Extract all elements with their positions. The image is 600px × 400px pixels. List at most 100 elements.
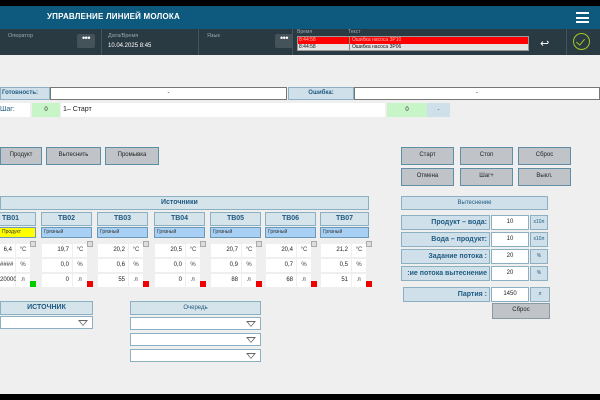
tank-status: Грязный: [210, 227, 261, 238]
sources-title-text: Источники: [161, 199, 198, 206]
chevron-down-icon: [246, 337, 256, 343]
tank-status: Грязный: [154, 227, 205, 238]
tank-vol: 68: [266, 274, 296, 287]
tank-indicator: [311, 281, 317, 287]
displace-mode-button[interactable]: Вытеснить: [46, 147, 101, 165]
displacement-title: Вытеснение: [401, 196, 548, 210]
operator-more-button[interactable]: •••: [77, 34, 95, 48]
alarm-text: Ошибка насоса 3Р10: [352, 37, 402, 43]
title-bar: УПРАВЛЕНИЕ ЛИНИЕЙ МОЛОКА: [0, 6, 600, 29]
datetime-label: Дата/Время: [108, 33, 139, 39]
tank-status: Грязный: [97, 227, 148, 238]
tank-name: ТВ06: [265, 212, 316, 226]
source-dropdown[interactable]: [0, 316, 93, 329]
back-arrow-icon[interactable]: ↩: [540, 38, 550, 50]
tank-vol: 88: [211, 274, 241, 287]
tank-temp-unit: °C: [186, 244, 200, 257]
check-circle-icon[interactable]: [573, 33, 590, 50]
tank-checkbox[interactable]: [143, 241, 149, 247]
batch-reset-button[interactable]: Сброс: [492, 303, 550, 319]
top-black-bar: [0, 0, 600, 6]
tank-vol-unit: л: [352, 274, 366, 287]
language-more-button[interactable]: •••: [275, 34, 293, 48]
batch-value: 1450: [491, 287, 529, 302]
step-text: 1– Старт: [61, 103, 385, 117]
displacement-flow-unit: %: [530, 266, 548, 281]
batch-label: Партия :: [403, 287, 490, 302]
tank-checkbox[interactable]: [256, 241, 262, 247]
tank-pct: 0,9: [211, 259, 241, 272]
language-label: Язык: [207, 33, 220, 39]
alarm-row[interactable]: 8:44:58 Ошибка насоса 3Р10: [298, 37, 528, 44]
alarm-text-header: Текст: [348, 29, 361, 35]
off-button[interactable]: Выкл.: [518, 168, 571, 186]
queue-dropdown-2[interactable]: [130, 333, 261, 346]
tank-indicator: [30, 281, 36, 287]
tank-name: ТВ01: [0, 212, 36, 226]
tank-indicator: [143, 281, 149, 287]
start-button[interactable]: Старт: [401, 147, 454, 165]
alarm-time-header: Время: [297, 29, 313, 35]
alarm-time: 8:44:58: [298, 43, 350, 50]
hamburger-menu-icon[interactable]: [576, 12, 589, 23]
tank-temp-unit: °C: [129, 244, 143, 257]
queue-dropdown-1[interactable]: [130, 317, 261, 330]
tank-checkbox[interactable]: [311, 241, 317, 247]
chevron-down-icon: [78, 320, 88, 326]
tank-checkbox[interactable]: [366, 241, 372, 247]
tank-temp-unit: °C: [73, 244, 87, 257]
queue-dropdown-3[interactable]: [130, 349, 261, 362]
tank-name: ТВ05: [210, 212, 261, 226]
tank-vol-unit: л: [129, 274, 143, 287]
tank-vol-unit: л: [16, 274, 30, 287]
alarm-cell: Время Текст 8:44:58 Ошибка насоса 3Р10 8…: [292, 29, 531, 55]
language-cell: Язык •••: [198, 29, 293, 55]
step-plus-button[interactable]: Шаг+: [460, 168, 513, 186]
cancel-button[interactable]: Отмена: [401, 168, 454, 186]
rinse-mode-button[interactable]: Промывка: [105, 147, 159, 165]
alarm-row[interactable]: 8:44:58 Ошибка насоса 3Р06: [298, 43, 528, 50]
tank-temp: 6,4: [0, 244, 15, 257]
product-mode-button[interactable]: Продукт: [0, 147, 42, 165]
water-product-unit: x10л: [530, 232, 548, 247]
operator-label: Оператор: [8, 33, 33, 39]
tank-vol: 0: [42, 274, 72, 287]
bottom-black-bar: [0, 394, 600, 400]
tank-checkbox[interactable]: [87, 241, 93, 247]
stop-button[interactable]: Стоп: [460, 147, 513, 165]
tank-temp: 20,7: [211, 244, 241, 257]
tank-pct-unit: %: [73, 259, 87, 272]
tank-vol: 51: [321, 274, 351, 287]
displacement-flow-label: ие потока вытеснение:: [401, 266, 490, 281]
tank-temp: 19,7: [42, 244, 72, 257]
tank-indicator: [366, 281, 372, 287]
water-product-input[interactable]: 10: [491, 232, 529, 247]
tank-pct-unit: %: [16, 259, 30, 272]
source-select-title: ИСТОЧНИК: [0, 301, 93, 315]
product-water-input[interactable]: 10: [491, 215, 529, 230]
tank-vol: 0: [155, 274, 185, 287]
tank-pct: 0,0: [155, 259, 185, 272]
ok-cell: [566, 29, 600, 55]
displacement-flow-input[interactable]: 20: [491, 266, 529, 281]
product-water-label: Продукт – вода:: [401, 215, 490, 230]
reset-button[interactable]: Сброс: [518, 147, 571, 165]
alarm-text: Ошибка насоса 3Р06: [352, 43, 402, 50]
tank-vol-unit: л: [186, 274, 200, 287]
flow-setpoint-input[interactable]: 20: [491, 249, 529, 264]
ready-value: -: [50, 87, 287, 100]
tank-vol: 55: [98, 274, 128, 287]
flow-setpoint-unit: %: [530, 249, 548, 264]
tank-vol-unit: л: [73, 274, 87, 287]
tank-checkbox[interactable]: [200, 241, 206, 247]
info-bar: Оператор ••• Дата/Время 10.04.2025 8:45 …: [0, 29, 600, 55]
ready-label: Готовность:: [0, 87, 50, 100]
tank-indicator: [87, 281, 93, 287]
tank-status: Продукт: [0, 227, 36, 238]
alarm-list[interactable]: 8:44:58 Ошибка насоса 3Р10 8:44:58 Ошибк…: [297, 36, 529, 51]
datetime-value: 10.04.2025 8:45: [108, 43, 152, 49]
tank-checkbox[interactable]: [30, 241, 36, 247]
operator-cell: Оператор •••: [0, 29, 100, 55]
step-right-value: 0: [387, 103, 427, 117]
tank-vol-unit: л: [297, 274, 311, 287]
